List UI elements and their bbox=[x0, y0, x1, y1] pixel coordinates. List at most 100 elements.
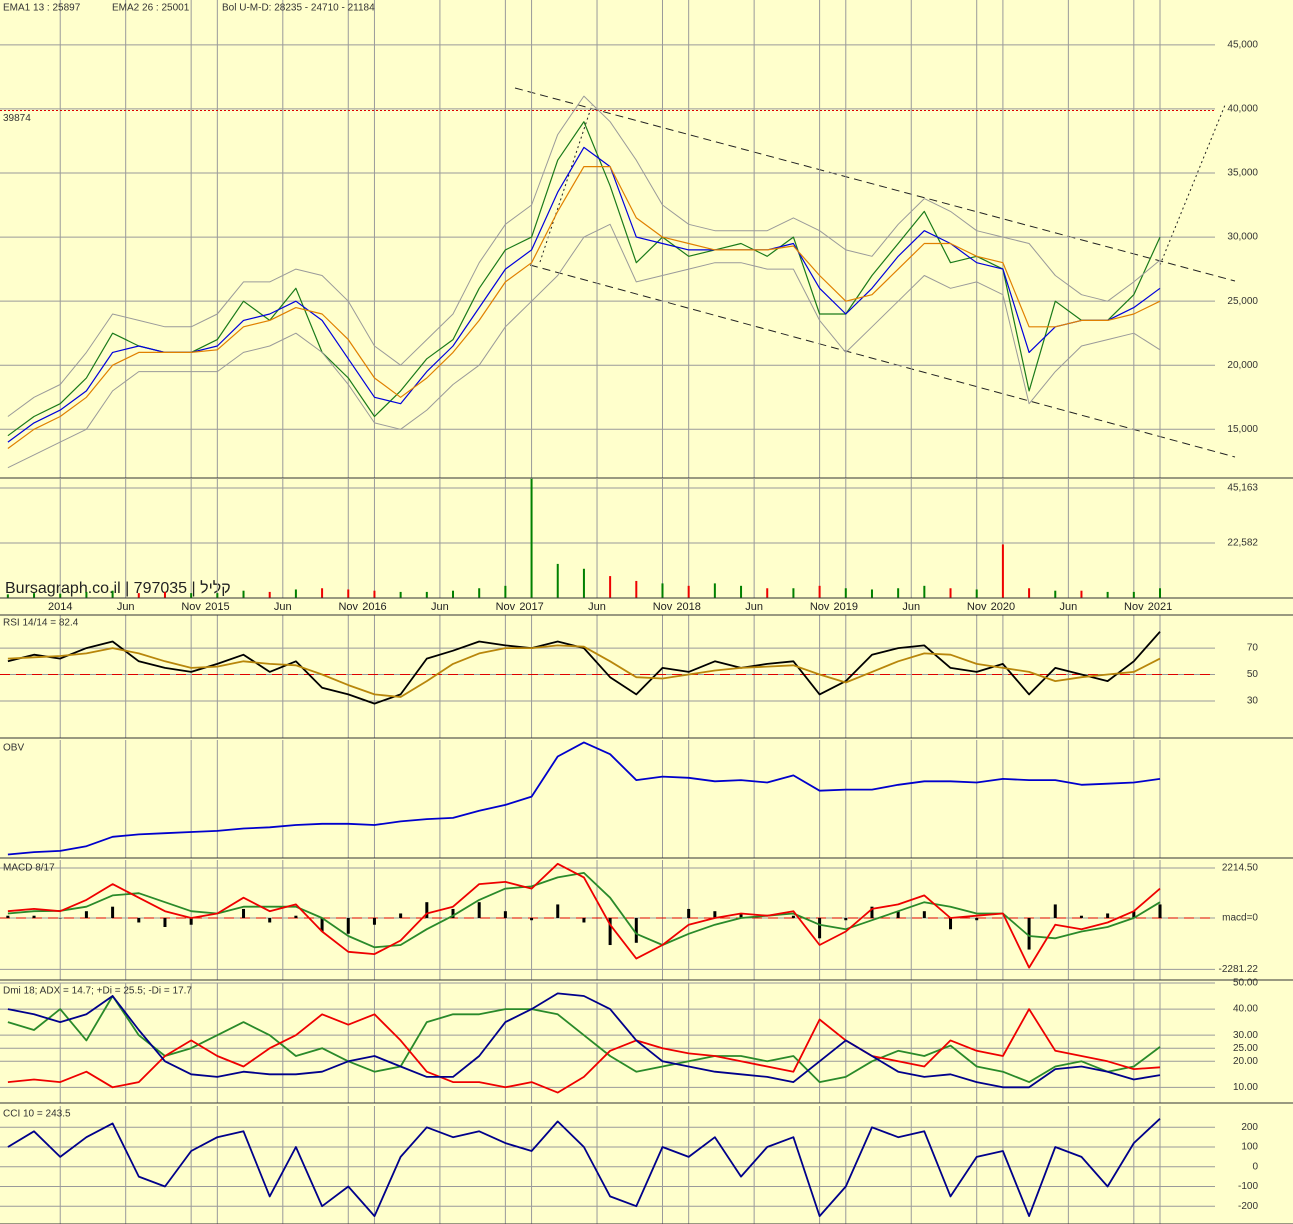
y-tick-label: -2281.22 bbox=[1219, 964, 1259, 975]
histogram-bar bbox=[137, 917, 141, 923]
volume-bar bbox=[137, 593, 140, 598]
histogram-bar bbox=[1027, 917, 1031, 950]
y-tick-label: 40.00 bbox=[1233, 1004, 1258, 1015]
x-tick-label: Nov bbox=[496, 601, 516, 613]
volume-bar bbox=[1054, 590, 1057, 598]
x-tick-label: Nov bbox=[1124, 601, 1144, 613]
indicator-line bbox=[7, 1008, 1161, 1094]
volume-bar bbox=[975, 589, 978, 598]
y-tick-label: 20,000 bbox=[1227, 360, 1258, 371]
histogram-bar bbox=[739, 913, 743, 918]
histogram-bar bbox=[922, 911, 926, 918]
watermark: Bursagraph.co.il | 797035 | קליל bbox=[5, 579, 231, 597]
histogram-bar bbox=[975, 917, 979, 921]
volume-bar bbox=[687, 585, 690, 598]
volume-bar bbox=[190, 593, 193, 598]
x-tick-label: Nov bbox=[653, 601, 673, 613]
x-tick-label: 2015 bbox=[205, 601, 229, 613]
x-tick-label: 2018 bbox=[676, 601, 700, 613]
histogram-bar bbox=[870, 906, 874, 918]
y-tick-label: 2214.50 bbox=[1222, 863, 1259, 874]
x-tick-label: 2014 bbox=[48, 601, 72, 613]
indicator-line bbox=[7, 862, 1161, 969]
band-upper bbox=[7, 95, 1161, 417]
histogram-bar bbox=[1158, 904, 1162, 918]
x-tick-label: Nov bbox=[338, 601, 358, 613]
histogram-bar bbox=[844, 917, 848, 921]
volume-bar bbox=[33, 593, 36, 598]
volume-bar bbox=[1106, 591, 1109, 598]
indicator-line bbox=[7, 644, 1161, 698]
indicator-line bbox=[7, 631, 1161, 705]
histogram-bar bbox=[451, 908, 455, 918]
histogram-bar bbox=[687, 908, 691, 918]
y-tick-label: 100 bbox=[1241, 1142, 1258, 1153]
volume-bar bbox=[949, 588, 952, 598]
histogram-bar bbox=[556, 904, 560, 918]
y-tick-label: 50.00 bbox=[1233, 978, 1258, 989]
trend-lines bbox=[514, 87, 1236, 458]
histogram-bar bbox=[634, 917, 638, 943]
volume-bar bbox=[1080, 590, 1083, 598]
legend-entry: EMA1 13 : 25897 bbox=[3, 3, 81, 14]
x-tick-label: Nov bbox=[810, 601, 830, 613]
volume-bar bbox=[425, 591, 428, 598]
y-tick-label: 25,000 bbox=[1227, 296, 1258, 307]
histogram-bar bbox=[425, 902, 429, 918]
volume-bar bbox=[897, 588, 900, 598]
indicator-line bbox=[7, 992, 1161, 1089]
volume-bar bbox=[870, 589, 873, 598]
histogram-bar bbox=[530, 917, 534, 921]
volume-bar bbox=[609, 576, 612, 598]
indicator-line bbox=[7, 146, 1161, 443]
histogram-bar bbox=[242, 908, 246, 918]
y-tick-label: -200 bbox=[1238, 1201, 1258, 1212]
volume-bar bbox=[59, 593, 62, 598]
histogram-bar bbox=[503, 911, 507, 918]
histogram-bar bbox=[163, 917, 167, 927]
volume-bar bbox=[373, 590, 376, 598]
histogram-bar bbox=[818, 917, 822, 939]
x-tick-label: 2019 bbox=[834, 601, 858, 613]
histogram-bar bbox=[189, 917, 193, 925]
histogram-bar bbox=[372, 917, 376, 925]
histogram-bar bbox=[111, 906, 115, 918]
volume-bar bbox=[216, 593, 219, 598]
volume-bar bbox=[556, 563, 559, 598]
volume-bar bbox=[294, 589, 297, 598]
x-tick-label: Jun bbox=[431, 601, 449, 613]
panel-title: Dmi 18; ADX = 14.7; +Di = 25.5; -Di = 17… bbox=[3, 986, 192, 997]
histogram-bar bbox=[1053, 904, 1057, 918]
legend-entry: EMA2 26 : 25001 bbox=[112, 3, 190, 14]
x-tick-label: Jun bbox=[1059, 601, 1077, 613]
histogram-bar bbox=[399, 913, 403, 918]
panel-title: CCI 10 = 243.5 bbox=[3, 1109, 71, 1120]
volume-bar bbox=[111, 590, 114, 598]
panel-title: MACD 8/17 bbox=[3, 863, 55, 874]
histogram-bar bbox=[791, 915, 795, 918]
indicator-line bbox=[7, 741, 1161, 856]
volume-bar bbox=[713, 583, 716, 598]
volume-bar bbox=[792, 588, 795, 598]
volume-bar bbox=[818, 585, 821, 598]
x-tick-label: Nov bbox=[967, 601, 987, 613]
x-tick-label: 2017 bbox=[519, 601, 543, 613]
y-tick-label: 70 bbox=[1247, 643, 1259, 654]
x-tick-label: Jun bbox=[117, 601, 135, 613]
y-tick-label: 200 bbox=[1241, 1122, 1258, 1133]
trend-line bbox=[529, 264, 1236, 458]
reference-label: 39874 bbox=[3, 113, 31, 124]
volume-bar bbox=[1028, 588, 1031, 598]
volume-bar bbox=[478, 588, 481, 598]
volume-bar bbox=[923, 585, 926, 598]
histogram-bar bbox=[1106, 913, 1110, 918]
band-lower bbox=[7, 223, 1161, 469]
histogram-bar bbox=[608, 917, 612, 946]
volume-bar bbox=[582, 568, 585, 598]
histogram-bar bbox=[294, 915, 298, 918]
volume-bar bbox=[530, 478, 533, 598]
volume-bar bbox=[242, 590, 245, 598]
histogram-bar bbox=[713, 911, 717, 918]
